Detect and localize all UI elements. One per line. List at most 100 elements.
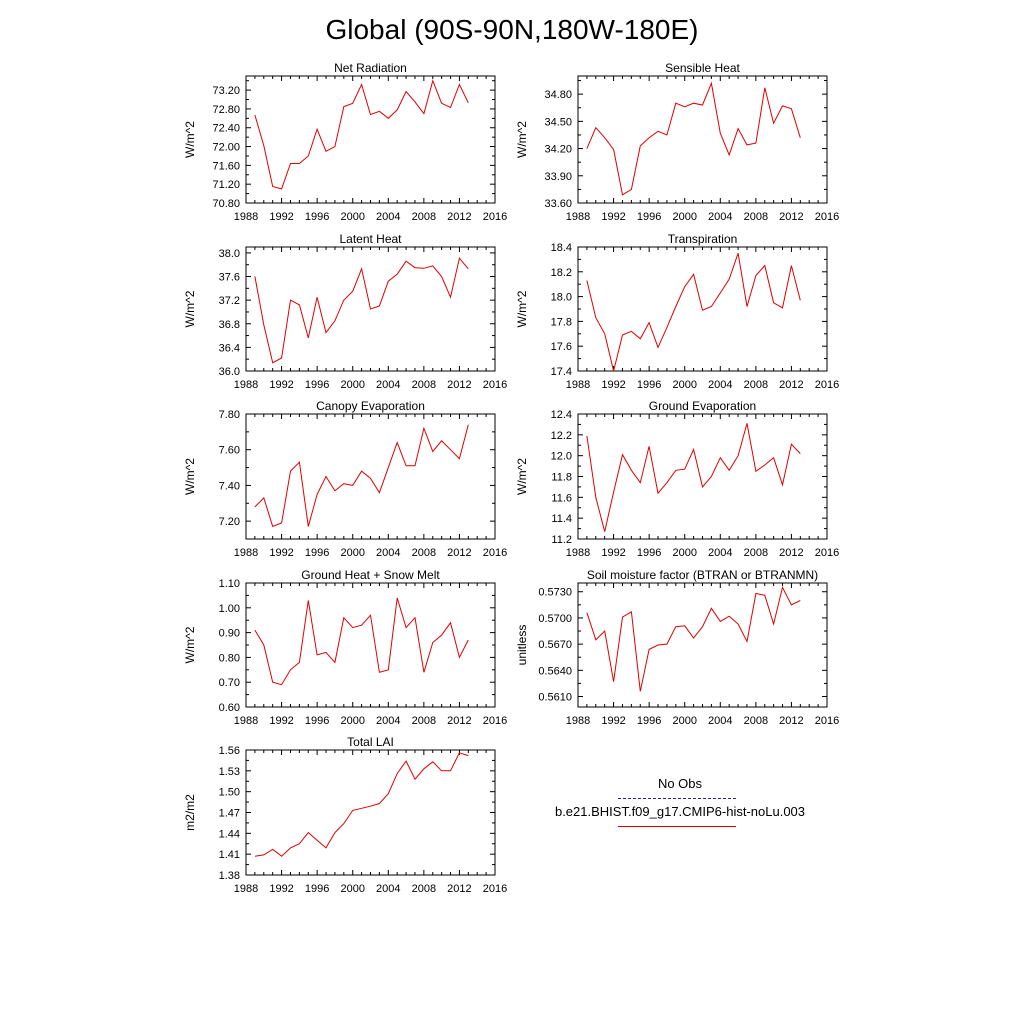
y-tick-label: 18.2	[551, 267, 572, 279]
y-tick-label: 33.60	[544, 198, 572, 210]
y-tick-label: 0.60	[219, 702, 240, 714]
y-tick-label: 0.80	[219, 652, 240, 664]
y-tick-label: 70.80	[212, 198, 240, 210]
x-tick-label: 2004	[376, 547, 400, 559]
x-tick-label: 2012	[447, 715, 471, 727]
chart-title: Ground Heat + Snow Melt	[301, 568, 440, 582]
x-tick-label: 1988	[234, 211, 258, 223]
y-tick-label: 1.53	[219, 766, 240, 778]
x-tick-label: 2012	[779, 715, 803, 727]
y-tick-label: 1.00	[219, 603, 240, 615]
x-tick-label: 2008	[412, 379, 436, 391]
y-tick-label: 18.0	[551, 292, 572, 304]
x-tick-label: 1992	[269, 379, 293, 391]
x-tick-label: 2016	[815, 379, 839, 391]
series-line	[254, 257, 469, 364]
y-tick-label: 11.8	[551, 472, 572, 484]
y-tick-label: 1.10	[219, 578, 240, 590]
x-tick-label: 2016	[815, 211, 839, 223]
x-tick-label: 2016	[483, 715, 507, 727]
y-tick-label: 1.44	[219, 828, 240, 840]
x-tick-label: 2000	[340, 211, 364, 223]
chart-panel-6: 1988 1992 1996 2000 2004 2008 2012 2016 11.2 11.4…	[515, 399, 839, 559]
x-tick-label: 2004	[708, 547, 732, 559]
x-tick-label: 2008	[744, 547, 768, 559]
y-axis-label: W/m^2	[183, 121, 197, 158]
x-tick-label: 1992	[601, 715, 625, 727]
x-tick-label: 1996	[305, 715, 329, 727]
x-tick-label: 2004	[708, 379, 732, 391]
chart-panel-5: 1988 1992 1996 2000 2004 2008 2012 2016 7.20 7.40…	[183, 399, 507, 559]
plot-frame	[245, 413, 496, 540]
x-tick-label: 2008	[412, 211, 436, 223]
x-tick-label: 1988	[566, 547, 590, 559]
x-tick-label: 2016	[483, 547, 507, 559]
series-line	[254, 79, 469, 190]
x-tick-label: 1988	[566, 211, 590, 223]
x-tick-label: 1992	[601, 379, 625, 391]
x-tick-label: 2000	[672, 715, 696, 727]
x-tick-label: 2004	[376, 883, 400, 895]
y-tick-label: 7.20	[219, 516, 240, 528]
series-line	[254, 597, 469, 686]
x-tick-label: 2004	[708, 715, 732, 727]
chart-panel-4: 1988 1992 1996 2000 2004 2008 2012 2016 17.4 17.6…	[515, 232, 839, 391]
x-tick-label: 1996	[305, 547, 329, 559]
plot-frame	[245, 749, 496, 876]
x-tick-label: 1988	[234, 547, 258, 559]
x-tick-label: 2012	[779, 379, 803, 391]
y-tick-label: 12.4	[551, 409, 572, 421]
chart-title: Net Radiation	[334, 61, 407, 75]
x-tick-label: 1992	[269, 715, 293, 727]
x-tick-label: 2016	[815, 715, 839, 727]
x-tick-label: 1996	[637, 211, 661, 223]
legend-entry-obs: No Obs	[520, 776, 840, 804]
y-axis-label: W/m^2	[515, 121, 529, 158]
y-tick-label: 71.20	[212, 179, 240, 191]
y-tick-label: 72.80	[212, 104, 240, 116]
y-tick-label: 37.2	[219, 295, 240, 307]
page-title: Global (90S-90N,180W-180E)	[325, 14, 699, 45]
plot-frame	[245, 582, 496, 708]
y-tick-label: 36.0	[219, 366, 240, 378]
y-axis-label: W/m^2	[183, 458, 197, 495]
x-tick-label: 1992	[269, 883, 293, 895]
x-tick-label: 2000	[340, 883, 364, 895]
y-tick-label: 71.60	[212, 160, 240, 172]
x-tick-label: 2000	[340, 379, 364, 391]
y-tick-label: 12.0	[551, 451, 572, 463]
y-tick-label: 0.90	[219, 628, 240, 640]
y-tick-label: 0.5700	[538, 613, 572, 625]
x-tick-label: 2008	[412, 715, 436, 727]
x-tick-label: 2008	[412, 547, 436, 559]
y-tick-label: 1.47	[219, 808, 240, 820]
y-tick-label: 12.2	[551, 430, 572, 442]
y-axis-label: W/m^2	[515, 290, 529, 327]
y-tick-label: 34.50	[544, 116, 572, 128]
y-axis-label: W/m^2	[515, 458, 529, 495]
chart-title: Total LAI	[347, 735, 394, 749]
chart-panel-7: 1988 1992 1996 2000 2004 2008 2012 2016 0.60 0.70…	[183, 568, 507, 727]
x-tick-label: 1988	[566, 379, 590, 391]
y-tick-label: 37.6	[219, 272, 240, 284]
y-axis-label: unitless	[515, 625, 529, 666]
y-tick-label: 7.40	[219, 480, 240, 492]
x-tick-label: 1988	[566, 715, 590, 727]
chart-title: Latent Heat	[339, 232, 402, 246]
legend-swatch-obs	[618, 798, 736, 799]
y-axis-label: m2/m2	[183, 794, 197, 831]
x-tick-label: 1996	[637, 715, 661, 727]
x-tick-label: 2016	[483, 211, 507, 223]
series-line	[254, 424, 469, 528]
chart-title: Ground Evaporation	[649, 399, 756, 413]
y-tick-label: 17.4	[551, 366, 572, 378]
series-line	[586, 253, 801, 372]
x-tick-label: 1996	[305, 211, 329, 223]
chart-title: Transpiration	[668, 232, 738, 246]
chart-panel-8: 1988 1992 1996 2000 2004 2008 2012 2016 0.5610 0.…	[515, 568, 839, 727]
y-tick-label: 11.2	[551, 534, 572, 546]
x-tick-label: 2004	[376, 211, 400, 223]
x-tick-label: 2012	[779, 211, 803, 223]
x-tick-label: 2004	[376, 715, 400, 727]
